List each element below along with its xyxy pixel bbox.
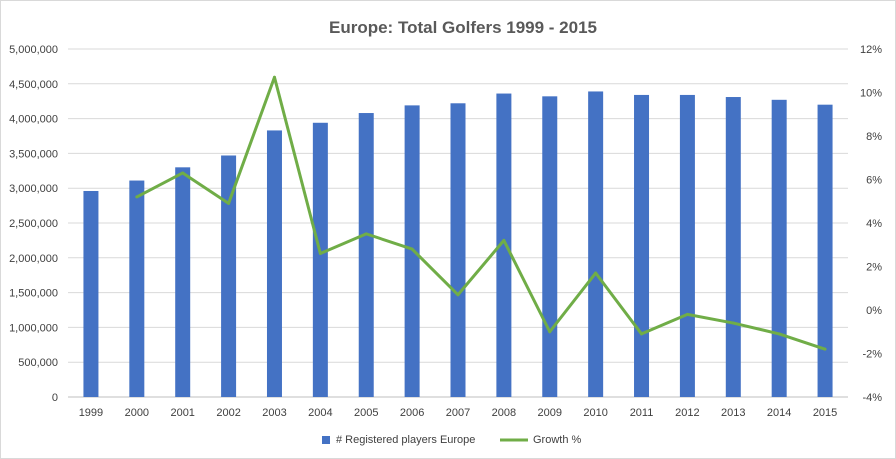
left-tick-label: 1,000,000 (9, 322, 58, 334)
x-axis: 1999 2000 2001 2002 2003 2004 2005 2006 2007 2008… (79, 407, 838, 419)
x-tick-label: 2013 (721, 407, 745, 419)
x-tick-label: 2007 (446, 407, 470, 419)
x-tick-label: 2010 (583, 407, 607, 419)
x-tick-label: 2014 (767, 407, 791, 419)
x-tick-label: 1999 (79, 407, 103, 419)
x-tick-label: 2000 (125, 407, 149, 419)
right-tick-label: 12% (860, 44, 882, 56)
chart-title: Europe: Total Golfers 1999 - 2015 (329, 18, 597, 37)
right-tick-label: 4% (866, 218, 882, 230)
left-tick-label: 1,500,000 (9, 288, 58, 300)
legend-label-line: Growth % (533, 434, 582, 446)
bar-2005 (358, 113, 374, 398)
right-tick-label: -2% (862, 349, 882, 361)
growth-point-2007 (456, 293, 460, 297)
legend: # Registered players Europe Growth % (322, 434, 582, 446)
right-tick-label: 6% (866, 175, 882, 187)
x-tick-label: 2009 (538, 407, 562, 419)
bar-2013 (725, 97, 741, 398)
x-tick-label: 2003 (262, 407, 286, 419)
left-tick-label: 500,000 (18, 357, 58, 369)
bar-1999 (83, 190, 99, 397)
bar-2011 (634, 94, 650, 397)
right-tick-label: 8% (866, 131, 882, 143)
growth-point-2002 (227, 201, 231, 205)
growth-point-2015 (823, 347, 827, 351)
bar-2014 (771, 99, 787, 398)
growth-point-2013 (731, 321, 735, 325)
right-tick-label: 10% (860, 88, 882, 100)
growth-point-2006 (410, 247, 414, 251)
growth-point-2005 (364, 232, 368, 236)
growth-line (136, 75, 826, 351)
x-tick-label: 2008 (492, 407, 516, 419)
growth-point-2014 (777, 332, 781, 336)
left-tick-label: 3,500,000 (9, 148, 58, 160)
left-tick-label: 5,000,000 (9, 44, 58, 56)
x-tick-label: 2001 (170, 407, 194, 419)
growth-point-2004 (318, 251, 322, 255)
left-axis: 0 500,000 1,000,000 1,500,000 2,000,000 2,500… (9, 44, 58, 404)
x-tick-label: 2004 (308, 407, 332, 419)
x-tick-label: 2002 (216, 407, 240, 419)
bar-2008 (496, 93, 512, 397)
left-tick-label: 0 (52, 392, 58, 404)
growth-point-2008 (502, 238, 506, 242)
right-tick-label: 0% (866, 305, 882, 317)
line-series (135, 75, 827, 351)
bar-2003 (266, 130, 282, 397)
bar-2004 (312, 122, 328, 397)
legend-label-bars: # Registered players Europe (336, 434, 475, 446)
bar-2002 (221, 155, 237, 397)
growth-point-2009 (548, 330, 552, 334)
right-tick-label: 2% (866, 262, 882, 274)
growth-point-2012 (685, 312, 689, 316)
growth-point-2011 (640, 332, 644, 336)
left-tick-label: 2,000,000 (9, 253, 58, 265)
bar-2010 (588, 91, 604, 398)
right-tick-label: -4% (862, 392, 882, 404)
bar-2001 (175, 167, 191, 397)
x-tick-label: 2015 (813, 407, 837, 419)
bar-2007 (450, 103, 466, 398)
right-axis: -4% -2% 0% 2% 4% 6% 8% 10% 12% (860, 44, 882, 404)
bar-2009 (542, 96, 558, 397)
growth-point-2003 (272, 75, 276, 79)
left-tick-label: 3,000,000 (9, 183, 58, 195)
legend-swatch-bars (322, 436, 330, 444)
x-tick-label: 2011 (630, 407, 654, 419)
left-tick-label: 2,500,000 (9, 218, 58, 230)
x-tick-label: 2012 (675, 407, 699, 419)
x-tick-label: 2005 (354, 407, 378, 419)
growth-point-2000 (135, 195, 139, 199)
bar-series (83, 91, 833, 398)
x-tick-label: 2006 (400, 407, 424, 419)
growth-point-2010 (594, 271, 598, 275)
left-tick-label: 4,500,000 (9, 79, 58, 91)
left-tick-label: 4,000,000 (9, 114, 58, 126)
growth-point-2001 (181, 171, 185, 175)
bar-2012 (679, 94, 695, 397)
bar-2000 (129, 180, 145, 397)
bar-2015 (817, 104, 833, 398)
